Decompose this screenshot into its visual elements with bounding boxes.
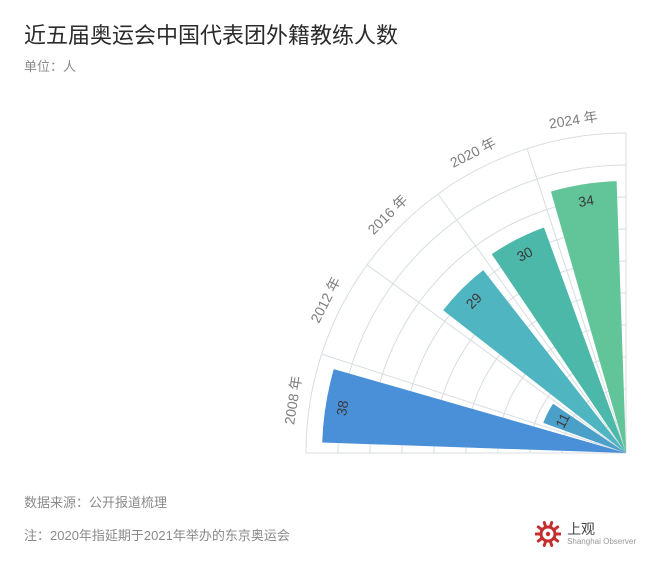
svg-text:2012 年: 2012 年 <box>307 274 344 325</box>
brand-sub: Shanghai Observer <box>567 538 636 546</box>
svg-text:34: 34 <box>577 192 595 210</box>
polar-chart-svg: 342024 年302020 年292016 年112012 年382008 年 <box>24 83 636 463</box>
container: 近五届奥运会中国代表团外籍教练人数 单位：人 342024 年302020 年2… <box>0 0 660 561</box>
source-label: 数据来源：公开报道梳理 <box>24 492 636 511</box>
brand-text: 上观 Shanghai Observer <box>567 522 636 545</box>
svg-text:2016 年: 2016 年 <box>364 191 410 237</box>
note-label: 注：2020年指延期于2021年举办的东京奥运会 <box>24 525 290 544</box>
svg-text:2008 年: 2008 年 <box>281 375 304 426</box>
svg-text:38: 38 <box>333 399 351 417</box>
svg-text:2024 年: 2024 年 <box>548 108 599 131</box>
brand-logo-icon <box>535 521 561 547</box>
unit-label: 单位：人 <box>24 56 636 75</box>
polar-chart: 342024 年302020 年292016 年112012 年382008 年 <box>24 83 636 484</box>
brand: 上观 Shanghai Observer <box>535 521 636 547</box>
footer: 注：2020年指延期于2021年举办的东京奥运会 上观 Shanghai Obs… <box>24 521 636 547</box>
brand-name: 上观 <box>567 522 636 537</box>
svg-text:2020 年: 2020 年 <box>447 134 498 171</box>
page-title: 近五届奥运会中国代表团外籍教练人数 <box>24 18 636 50</box>
